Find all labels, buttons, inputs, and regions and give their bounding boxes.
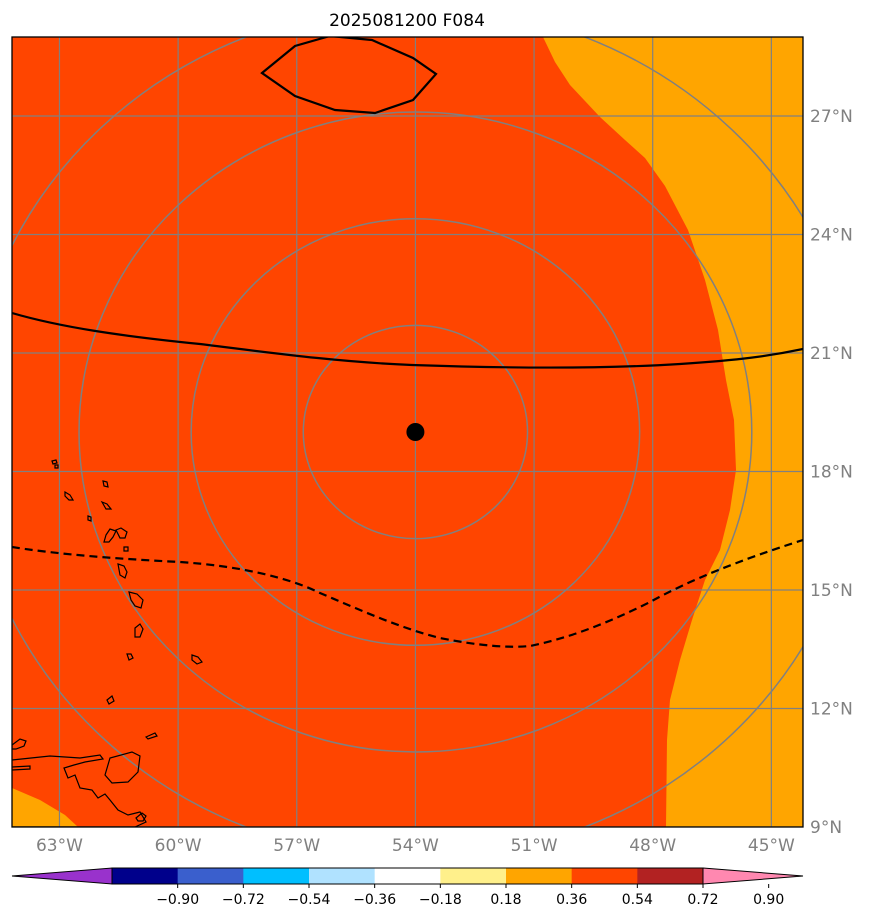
longitude-axis: 63°W 60°W 57°W 54°W 51°W 48°W 45°W — [36, 836, 795, 856]
colorbar-segment-7 — [506, 868, 573, 884]
storm-center-marker — [406, 423, 425, 441]
colorbar-extend-high — [702, 867, 804, 885]
colorbar-tick-label-1: −0.72 — [222, 892, 265, 908]
lat-tick-label-4: 21°N — [810, 344, 853, 364]
colorbar-tick-label-7: 0.54 — [622, 892, 653, 908]
colorbar-tick-label-8: 0.72 — [687, 892, 718, 908]
field-outer-southwest — [12, 788, 78, 827]
lat-tick-label-6: 27°N — [810, 107, 853, 127]
lon-tick-label-2: 57°W — [273, 836, 320, 856]
colorbar-segment-8 — [571, 868, 638, 884]
lon-tick-label-4: 51°W — [511, 836, 558, 856]
colorbar-segment-9 — [637, 868, 704, 884]
colorbar-segment-1 — [112, 868, 179, 884]
colorbar-tick-label-9: 0.90 — [753, 892, 784, 908]
colorbar-extend-low — [11, 867, 113, 885]
lat-tick-label-1: 12°N — [810, 700, 853, 720]
map-panel — [12, 37, 803, 827]
contour-solid-line — [12, 311, 803, 369]
colorbar-segment-2 — [177, 868, 244, 884]
colorbar-segment-4 — [309, 868, 376, 884]
colorbar-segment-5 — [374, 868, 441, 884]
latitude-axis: 9°N 12°N 15°N 18°N 21°N 24°N 27°N — [810, 107, 853, 838]
colorbar: −0.90 −0.72 −0.54 −0.36 −0.18 0.18 0.36 0.54 0.7… — [11, 867, 804, 908]
range-ring-1 — [302, 324, 529, 540]
lon-tick-label-0: 63°W — [36, 836, 83, 856]
colorbar-tick-label-2: −0.54 — [288, 892, 331, 908]
lat-tick-label-2: 15°N — [810, 581, 853, 601]
lon-tick-label-3: 54°W — [392, 836, 439, 856]
graticule — [12, 37, 803, 827]
contour-dashed-line — [12, 538, 803, 648]
lon-tick-label-6: 45°W — [748, 836, 795, 856]
map-title: 2025081200 F084 — [329, 11, 485, 31]
colorbar-tick-label-3: −0.36 — [353, 892, 396, 908]
colorbar-tick-label-4: −0.18 — [419, 892, 462, 908]
lat-tick-label-3: 18°N — [810, 463, 853, 483]
colorbar-segment-6 — [440, 868, 507, 884]
colorbar-segment-3 — [243, 868, 310, 884]
colorbar-tick-label-6: 0.36 — [556, 892, 587, 908]
colorbar-frame — [111, 867, 704, 885]
coastlines — [12, 459, 203, 827]
colorbar-tick-label-5: 0.18 — [490, 892, 521, 908]
range-ring-2 — [190, 217, 641, 647]
lat-tick-label-0: 9°N — [810, 818, 842, 838]
colorbar-tick-label-0: −0.90 — [156, 892, 199, 908]
lat-tick-label-5: 24°N — [810, 226, 853, 246]
contour-north-cell — [260, 37, 438, 115]
lon-tick-label-1: 60°W — [155, 836, 202, 856]
range-rings — [12, 37, 803, 827]
lon-tick-label-5: 48°W — [629, 836, 676, 856]
range-ring-3 — [78, 111, 753, 753]
map-frame — [11, 36, 804, 828]
